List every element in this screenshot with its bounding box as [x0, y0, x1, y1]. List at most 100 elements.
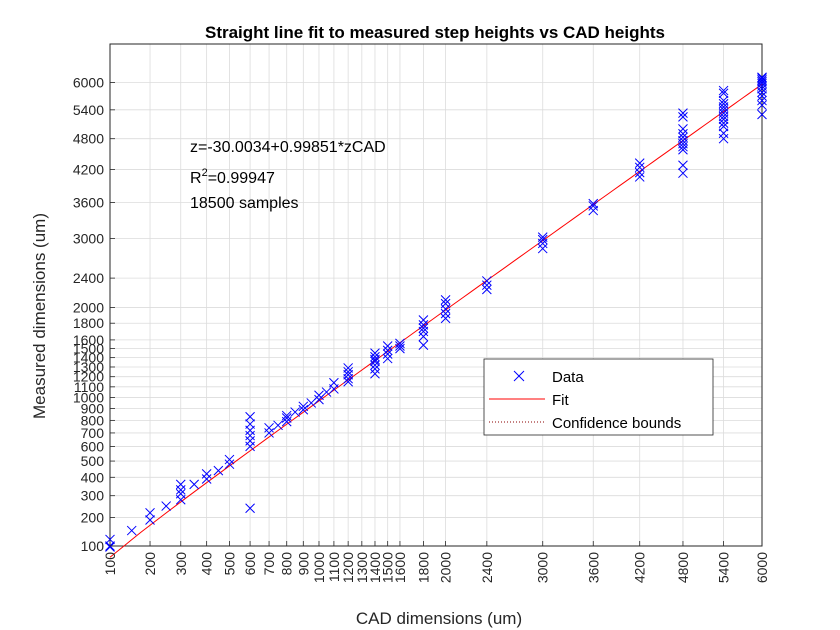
data-point: [418, 340, 429, 350]
data-point: [298, 401, 309, 412]
data-point: [370, 351, 380, 362]
plot-frame: [109, 43, 763, 547]
data-point: [264, 428, 274, 438]
data-point: [588, 198, 599, 209]
x-tick-label: 3000: [535, 552, 551, 583]
y-tick-label: 2400: [73, 270, 104, 286]
r-squared-exponent: 2: [202, 167, 208, 179]
data-layer: [105, 72, 767, 552]
data-point: [718, 121, 729, 132]
data-point: [382, 353, 393, 364]
data-point: [382, 341, 393, 351]
data-point: [418, 331, 429, 342]
data-point: [440, 308, 451, 319]
data-point: [718, 88, 729, 99]
x-tick-label: 1800: [415, 552, 431, 583]
x-tick-label: 600: [242, 552, 258, 576]
y-tick-label: 300: [81, 488, 105, 504]
data-point: [537, 232, 548, 242]
legend-label-fit: Fit: [552, 392, 569, 409]
x-tick-label: 1600: [392, 552, 408, 583]
data-point: [329, 377, 339, 388]
data-point: [718, 95, 729, 106]
data-point: [678, 108, 688, 118]
x-tick-label: 6000: [754, 552, 770, 583]
x-tick-label: 4200: [632, 552, 648, 583]
data-point: [634, 158, 645, 168]
y-tick-label: 1100: [74, 379, 104, 395]
x-axis-label: CAD dimensions (um): [356, 609, 522, 628]
data-point: [395, 338, 405, 349]
y-tick-label: 5400: [73, 102, 104, 118]
legend: Data Fit Confidence bounds: [483, 358, 714, 436]
data-point: [370, 364, 380, 374]
data-point: [395, 343, 405, 354]
data-point: [343, 363, 354, 373]
data-point: [126, 525, 137, 536]
y-tick-label: 900: [81, 401, 105, 417]
x-tick-label: 900: [295, 552, 311, 576]
data-point: [281, 413, 292, 423]
data-point: [440, 298, 451, 309]
x-tick-label: 1500: [380, 552, 396, 583]
y-tick-label: 1200: [73, 369, 104, 385]
data-point: [370, 348, 380, 358]
data-point: [298, 404, 309, 415]
data-point: [314, 390, 324, 401]
data-point: [343, 376, 354, 387]
data-point: [314, 394, 324, 405]
x-tick-label: 400: [199, 552, 215, 576]
x-tick-label: 300: [173, 552, 189, 576]
data-point: [440, 295, 451, 305]
x-tick-label: 1100: [326, 552, 342, 582]
y-tick-label: 3000: [73, 230, 104, 246]
x-tick-label: 1000: [311, 552, 327, 583]
legend-label-bounds: Confidence bounds: [552, 415, 681, 432]
data-point: [343, 369, 354, 380]
x-tick-label: 1300: [354, 552, 370, 583]
data-point: [290, 407, 300, 417]
data-point: [343, 373, 354, 384]
y-tick-label: 1600: [73, 332, 104, 348]
y-tick-label: 1000: [73, 389, 104, 405]
y-tick-label: 1400: [73, 350, 104, 366]
data-point: [175, 488, 186, 499]
data-point: [440, 313, 451, 324]
data-point: [588, 205, 599, 216]
legend-label-data: Data: [552, 369, 584, 386]
data-point: [678, 124, 688, 134]
y-tick-label: 500: [81, 453, 105, 469]
data-point: [418, 315, 429, 325]
data-point: [370, 368, 380, 379]
y-tick-label: 200: [81, 510, 105, 526]
fit-equation: z=-30.0034+0.99851*zCAD: [190, 139, 386, 156]
data-point: [481, 284, 492, 295]
data-point: [678, 128, 688, 139]
y-tick-label: 1800: [73, 315, 104, 331]
data-point: [175, 479, 186, 490]
data-point: [678, 160, 688, 171]
y-tick-label: 600: [81, 438, 105, 454]
sample-count: 18500 samples: [190, 195, 299, 212]
y-tick-label: 4200: [73, 161, 104, 177]
r-squared: R2=0.99947: [190, 167, 275, 187]
data-point: [224, 454, 235, 465]
chart-title: Straight line fit to measured step heigh…: [205, 23, 665, 42]
data-point: [321, 387, 332, 397]
data-point: [757, 100, 767, 111]
data-point: [201, 469, 212, 479]
x-ticks: 100 200 300 400 500 600 700 800 900 1000110012001…: [102, 541, 770, 583]
data-point: [418, 323, 429, 333]
data-point: [201, 474, 212, 484]
data-point: [245, 419, 255, 429]
data-point: [273, 420, 283, 431]
data-point: [145, 507, 155, 518]
x-tick-label: 2000: [438, 552, 454, 583]
y-axis-label: Measured dimensions (um): [30, 213, 49, 419]
data-point: [757, 76, 767, 87]
data-point: [189, 479, 200, 490]
data-point: [395, 341, 405, 351]
y-ticks: 1002003004005006007008009001000110012001…: [73, 75, 115, 554]
